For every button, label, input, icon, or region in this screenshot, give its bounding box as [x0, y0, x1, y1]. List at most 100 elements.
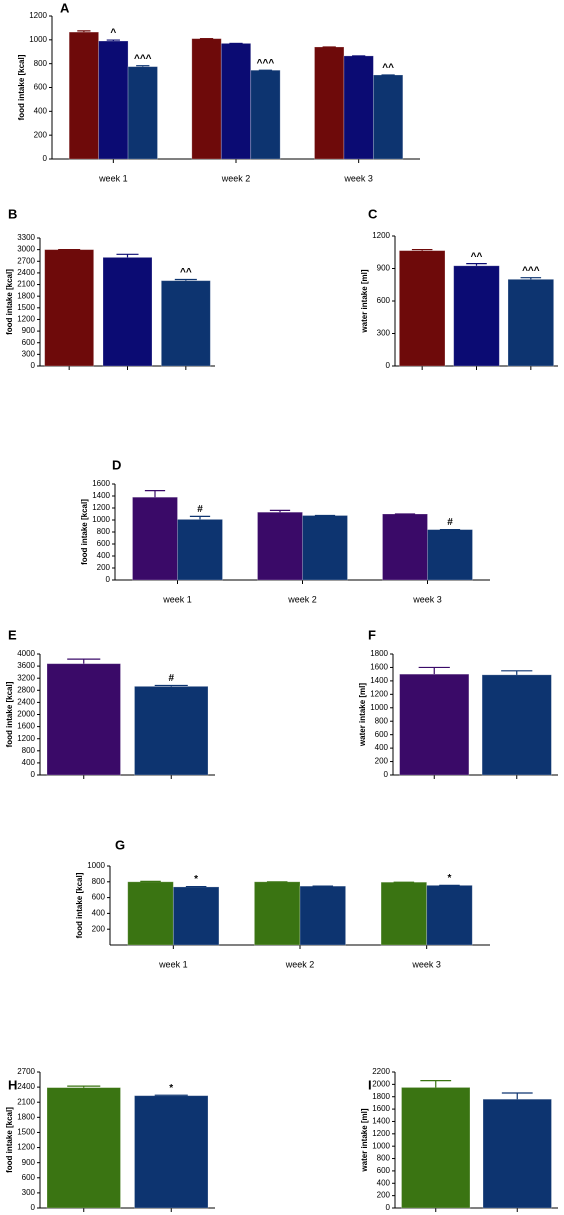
y-tick-label: 300	[22, 349, 36, 358]
panel-label: B	[8, 206, 17, 221]
y-tick-label: 1800	[17, 291, 35, 300]
y-tick-label: 600	[22, 338, 36, 347]
annotation: ^^	[382, 63, 394, 74]
error-bar	[77, 30, 91, 33]
error-bar	[420, 1080, 452, 1088]
y-tick-label: 200	[375, 757, 389, 766]
y-tick-label: 600	[34, 83, 48, 92]
bar	[127, 66, 158, 160]
y-tick-label: 300	[377, 329, 391, 338]
y-tick-label: 2400	[17, 268, 35, 277]
bar	[453, 265, 500, 367]
bar	[177, 519, 223, 581]
panel-label: E	[8, 627, 17, 642]
y-tick-label: 400	[34, 106, 48, 115]
annotation: #	[168, 673, 174, 684]
y-tick-label: 400	[97, 551, 111, 560]
y-tick-label: 400	[375, 743, 389, 752]
y-axis-label: food intake [kcal]	[5, 269, 14, 335]
y-tick-label: 800	[22, 746, 36, 755]
bar	[427, 529, 473, 581]
annotation: *	[448, 873, 452, 884]
y-tick-label: 0	[384, 770, 389, 779]
x-tick-label: week 2	[287, 594, 317, 604]
y-tick-label: 3200	[17, 673, 35, 682]
bar	[380, 881, 428, 946]
bar	[250, 69, 281, 160]
bar	[46, 1087, 121, 1209]
bar	[134, 685, 209, 776]
y-tick-label: 300	[22, 1188, 36, 1197]
error-bar	[67, 1085, 101, 1088]
y-tick-label: 1000	[372, 1141, 390, 1150]
y-tick-label: 600	[377, 1166, 391, 1175]
y-tick-label: 1200	[17, 1143, 35, 1152]
y-tick-label: 2200	[372, 1067, 390, 1076]
bar	[382, 513, 428, 581]
panel-label: G	[115, 837, 125, 852]
annotation: ^^	[471, 251, 483, 262]
y-tick-label: 0	[386, 1203, 391, 1212]
y-tick-label: 0	[31, 1203, 36, 1212]
bar	[191, 38, 222, 160]
bar	[399, 673, 470, 776]
y-tick-label: 2100	[17, 280, 35, 289]
y-tick-label: 900	[377, 264, 391, 273]
y-tick-label: 1200	[372, 1129, 390, 1138]
bar	[343, 55, 374, 160]
y-tick-label: 3000	[17, 245, 35, 254]
y-tick-label: 1000	[29, 35, 47, 44]
bar	[314, 46, 345, 160]
y-tick-label: 1200	[29, 11, 47, 20]
annotation: *	[169, 1083, 173, 1094]
y-tick-label: 2700	[17, 256, 35, 265]
y-tick-label: 800	[375, 716, 389, 725]
y-tick-label: 1600	[17, 722, 35, 731]
y-tick-label: 3300	[17, 233, 35, 242]
bar	[426, 884, 473, 946]
y-tick-label: 1500	[17, 1128, 35, 1137]
y-tick-label: 1600	[370, 663, 388, 672]
bar	[102, 256, 153, 367]
y-tick-label: 1600	[372, 1104, 390, 1113]
y-tick-label: 1000	[370, 703, 388, 712]
y-axis-label: food intake [kcal]	[5, 1107, 14, 1173]
bar	[299, 885, 346, 946]
y-tick-label: 800	[34, 59, 48, 68]
y-tick-label: 200	[92, 924, 106, 933]
y-axis-label: food intake [kcal]	[5, 681, 14, 747]
y-tick-label: 1200	[17, 734, 35, 743]
y-axis-label: food intake [kcal]	[17, 54, 26, 120]
y-tick-label: 3600	[17, 661, 35, 670]
error-bar	[501, 670, 533, 675]
panel-label: C	[368, 206, 378, 221]
y-tick-label: 800	[97, 527, 111, 536]
bar	[132, 496, 178, 581]
y-tick-label: 0	[31, 770, 36, 779]
error-bar	[418, 666, 450, 675]
bar	[507, 278, 555, 367]
y-tick-label: 200	[34, 130, 48, 139]
bar	[127, 881, 174, 946]
y-tick-label: 800	[377, 1154, 391, 1163]
y-tick-label: 0	[386, 361, 391, 370]
error-bar	[189, 515, 211, 520]
x-tick-label: week 3	[412, 594, 442, 604]
bar	[172, 886, 220, 946]
x-tick-label: week 1	[158, 959, 188, 969]
error-bar	[411, 248, 433, 251]
y-tick-label: 600	[22, 1173, 36, 1182]
y-tick-label: 2800	[17, 685, 35, 694]
y-tick-label: 1800	[17, 1112, 35, 1121]
x-tick-label: week 3	[411, 959, 441, 969]
y-axis-label: food intake [kcal]	[75, 872, 84, 938]
y-tick-label: 600	[375, 730, 389, 739]
bar	[401, 1087, 471, 1209]
error-bar	[106, 39, 120, 42]
y-axis-label: water intake [ml]	[360, 269, 369, 333]
error-bar	[154, 684, 188, 687]
error-bar	[67, 658, 101, 664]
error-bar	[269, 509, 291, 513]
y-axis-label: food intake [kcal]	[80, 499, 89, 565]
